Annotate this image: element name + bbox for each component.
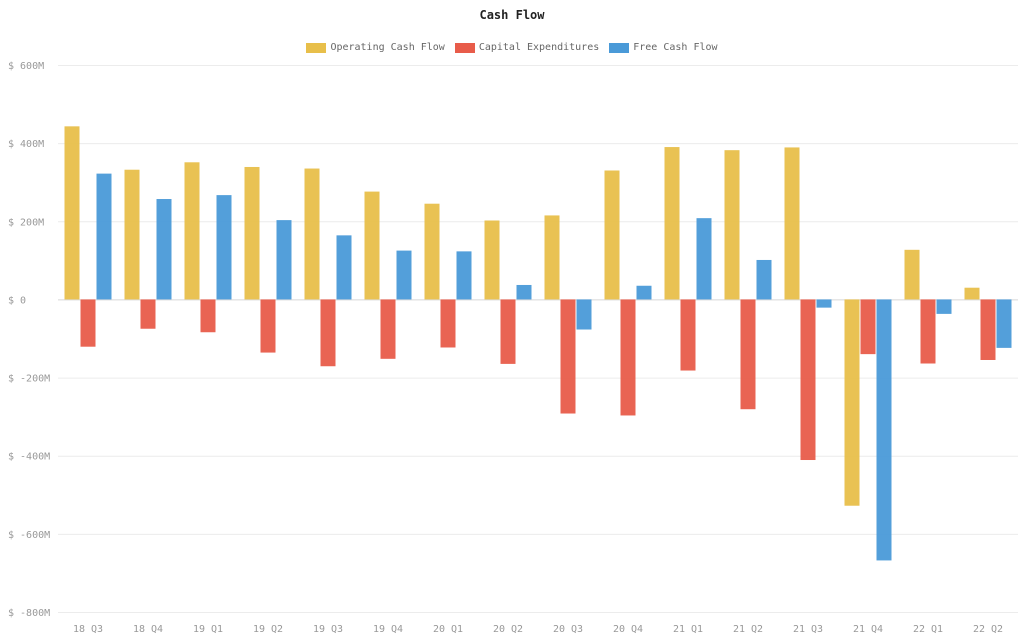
bar-free-cash-flow [576,299,592,330]
bar-capital-expenditures [440,299,456,348]
x-tick-label: 18 Q3 [73,624,103,635]
bar-capital-expenditures [260,299,276,353]
bar-free-cash-flow [156,199,172,300]
bar-free-cash-flow [816,299,832,308]
bar-capital-expenditures [80,299,96,347]
y-tick-label: $ 600M [8,61,44,72]
bar-operating-cash-flow [664,147,680,300]
bar-operating-cash-flow [964,287,980,300]
y-tick-label: $ 400M [8,139,44,150]
bar-operating-cash-flow [424,203,440,300]
bar-capital-expenditures [800,299,816,461]
bar-free-cash-flow [96,173,112,300]
y-tick-label: $ -200M [8,374,50,385]
bar-free-cash-flow [696,218,712,300]
x-tick-label: 20 Q2 [493,624,523,635]
y-tick-label: $ 200M [8,217,44,228]
bar-free-cash-flow [276,220,292,300]
legend: Operating Cash Flow Capital Expenditures… [0,42,1024,53]
bar-capital-expenditures [200,299,216,333]
x-tick-label: 21 Q3 [793,624,823,635]
legend-swatch-operating-cash-flow [306,42,327,53]
bar-capital-expenditures [320,299,336,367]
x-tick-label: 19 Q2 [253,624,283,635]
y-tick-label: $ 0 [8,295,26,306]
bar-free-cash-flow [516,284,532,300]
y-tick-label: $ -600M [8,530,50,541]
x-tick-label: 19 Q1 [193,624,223,635]
bar-capital-expenditures [140,299,156,329]
bar-free-cash-flow [336,235,352,300]
bar-capital-expenditures [680,299,696,371]
x-tick-label: 21 Q2 [733,624,763,635]
bar-free-cash-flow [216,195,232,300]
bar-operating-cash-flow [124,169,140,300]
x-tick-label: 19 Q3 [313,624,343,635]
x-tick-label: 20 Q4 [613,624,643,635]
bar-operating-cash-flow [724,150,740,300]
bar-capital-expenditures [860,299,876,355]
bar-free-cash-flow [636,285,652,300]
legend-label-capital-expenditures: Capital Expenditures [478,42,600,53]
bar-capital-expenditures [500,299,516,364]
bar-operating-cash-flow [364,191,380,300]
bar-operating-cash-flow [544,215,560,300]
legend-label-free-cash-flow: Free Cash Flow [633,42,718,53]
x-tick-label: 22 Q2 [973,624,1003,635]
x-tick-label: 21 Q1 [673,624,703,635]
bar-operating-cash-flow [844,299,860,506]
y-tick-label: $ -400M [8,452,50,463]
bar-operating-cash-flow [604,170,620,300]
bar-operating-cash-flow [784,147,800,300]
legend-item-operating-cash-flow[interactable]: Operating Cash Flow [306,42,445,53]
bar-capital-expenditures [920,299,936,364]
y-tick-label: $ -800M [8,608,50,619]
legend-item-free-cash-flow[interactable]: Free Cash Flow [609,42,718,53]
x-tick-label: 21 Q4 [853,624,883,635]
bar-capital-expenditures [980,299,996,360]
bar-operating-cash-flow [304,168,320,300]
bar-free-cash-flow [936,299,952,314]
chart-title: Cash Flow [479,8,545,22]
bar-operating-cash-flow [64,126,80,300]
bar-operating-cash-flow [904,249,920,300]
bar-free-cash-flow [396,250,412,300]
bar-capital-expenditures [560,299,576,414]
legend-swatch-capital-expenditures [454,42,475,53]
x-tick-label: 20 Q3 [553,624,583,635]
bar-free-cash-flow [756,259,772,300]
legend-swatch-free-cash-flow [609,42,630,53]
legend-item-capital-expenditures[interactable]: Capital Expenditures [454,42,600,53]
x-tick-label: 20 Q1 [433,624,463,635]
bar-free-cash-flow [996,299,1012,348]
x-tick-label: 22 Q1 [913,624,943,635]
x-tick-label: 18 Q4 [133,624,163,635]
bar-free-cash-flow [876,299,892,561]
bar-capital-expenditures [620,299,636,416]
legend-label-operating-cash-flow: Operating Cash Flow [330,42,445,53]
x-tick-label: 19 Q4 [373,624,403,635]
bar-operating-cash-flow [244,166,260,300]
bar-capital-expenditures [740,299,756,410]
bar-free-cash-flow [456,251,472,300]
bar-operating-cash-flow [484,220,500,300]
bar-operating-cash-flow [184,162,200,300]
bar-capital-expenditures [380,299,396,359]
